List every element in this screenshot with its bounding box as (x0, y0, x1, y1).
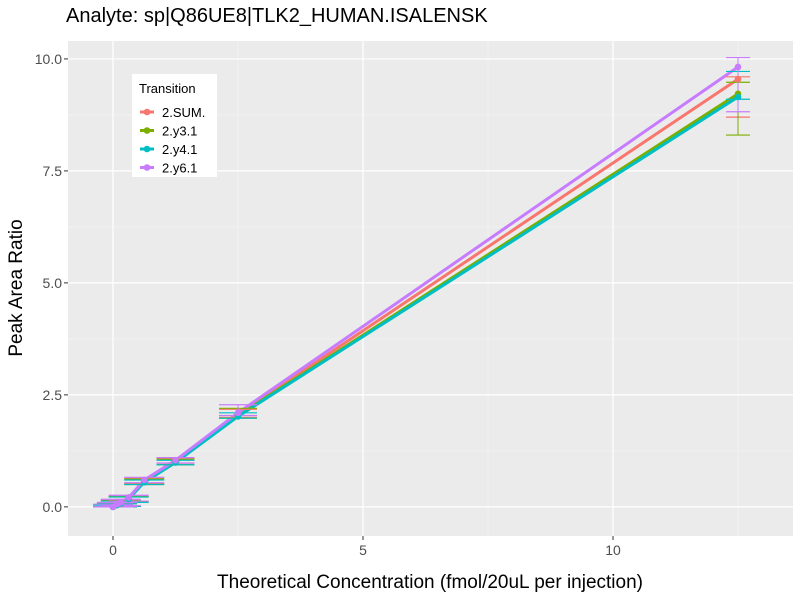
y-tick-label: 5.0 (43, 275, 63, 291)
y-tick-label: 7.5 (43, 163, 63, 179)
x-axis-ticks: 0 5 10 (109, 536, 621, 558)
y-axis-title: Peak Area Ratio (6, 219, 27, 356)
data-point (234, 409, 242, 417)
grid-major (68, 41, 793, 536)
legend-item-label: 2.y4.1 (162, 142, 197, 157)
data-points (109, 63, 742, 511)
legend-item-label: 2.SUM. (162, 105, 205, 120)
data-point (117, 499, 125, 506)
data-point (172, 456, 179, 464)
y-tick-label: 10.0 (35, 51, 62, 67)
data-point (734, 93, 742, 101)
y-axis-ticks: 0.0 2.5 5.0 7.5 10.0 (35, 51, 68, 515)
y-tick-label: 0.0 (43, 499, 63, 515)
y-tick-label: 2.5 (43, 387, 63, 403)
chart-title: Analyte: sp|Q86UE8|TLK2_HUMAN.ISALENSK (66, 5, 488, 27)
data-point (734, 75, 742, 83)
legend-key-point (143, 164, 151, 171)
x-tick-label: 5 (359, 542, 367, 558)
legend-item-label: 2.y3.1 (162, 124, 197, 139)
data-point (734, 63, 742, 71)
x-tick-label: 10 (605, 542, 621, 558)
data-point (125, 494, 132, 501)
legend: Transition 2.SUM. 2.y3.1 2.y4.1 2.y6.1 (132, 74, 217, 177)
x-axis-title: Theoretical Concentration (fmol/20uL per… (217, 572, 643, 593)
legend-title: Transition (139, 81, 196, 96)
legend-key-point (143, 145, 151, 153)
legend-box (132, 74, 217, 177)
x-tick-label: 0 (109, 542, 117, 558)
legend-item-label: 2.y6.1 (162, 161, 197, 176)
legend-key-point (143, 108, 151, 116)
data-point (140, 476, 148, 484)
legend-key-point (143, 127, 151, 134)
